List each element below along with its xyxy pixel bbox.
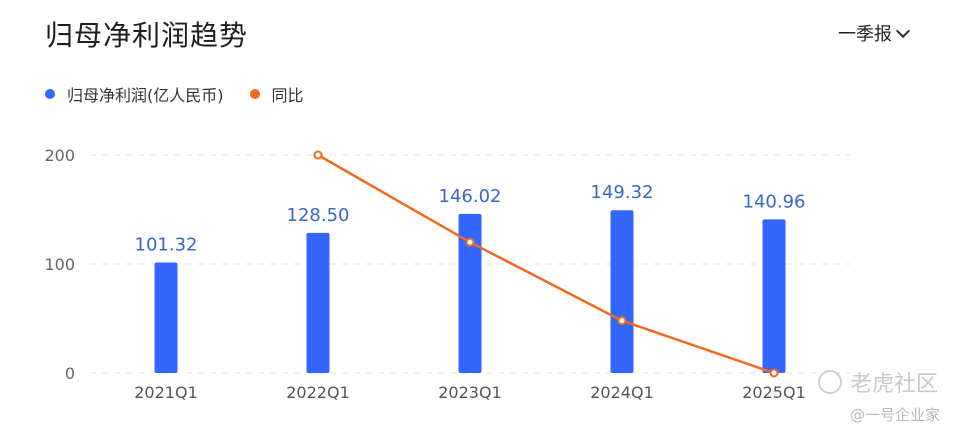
bar-2023Q1 (458, 213, 482, 373)
period-selector[interactable]: 一季报 (838, 20, 911, 46)
x-tick-label-2022Q1: 2022Q1 (286, 383, 350, 402)
chart-title: 归母净利润趋势 (45, 19, 249, 52)
bar-2025Q1 (762, 219, 786, 373)
data-label-2021Q1: 101.32 (135, 235, 198, 256)
legend-label-profit: 归母净利润(亿人民币) (67, 86, 224, 105)
legend-dot-yoy (249, 89, 260, 99)
bar-2024Q1 (610, 210, 634, 373)
watermark-brand-text: 老虎社区 (850, 372, 939, 397)
yoy-point-2024Q1 (617, 316, 627, 326)
bar-2022Q1 (306, 232, 330, 373)
x-tick-label-2024Q1: 2024Q1 (590, 383, 654, 402)
bar-2021Q1 (154, 262, 178, 373)
data-label-2022Q1: 128.50 (287, 205, 350, 226)
y-tick-label-100: 100 (44, 255, 75, 274)
x-tick-label-2025Q1: 2025Q1 (742, 383, 806, 402)
legend-dot-profit (45, 89, 55, 99)
period-label: 一季报 (838, 24, 892, 45)
yoy-point-2023Q1 (465, 237, 475, 247)
legend: 归母净利润(亿人民币) 同比 (45, 82, 330, 106)
data-label-2025Q1: 140.96 (743, 191, 806, 212)
legend-item-profit[interactable]: 归母净利润(亿人民币) (45, 82, 224, 106)
y-tick-label-200: 200 (44, 146, 75, 165)
x-tick-label-2021Q1: 2021Q1 (134, 383, 198, 402)
legend-item-yoy[interactable]: 同比 (249, 82, 304, 106)
yoy-point-2022Q1 (313, 150, 323, 160)
yoy-point-2025Q1 (769, 368, 779, 378)
watermark-brand: 老虎社区 (818, 366, 938, 398)
legend-label-yoy: 同比 (271, 86, 304, 105)
y-tick-label-0: 0 (65, 364, 75, 383)
x-tick-label-2023Q1: 2023Q1 (438, 383, 502, 402)
data-label-2023Q1: 146.02 (439, 186, 502, 207)
data-label-2024Q1: 149.32 (591, 182, 654, 203)
yoy-line (317, 153, 775, 375)
brand-logo-icon (818, 370, 842, 394)
watermark-source: @一号企业家 (850, 406, 941, 424)
